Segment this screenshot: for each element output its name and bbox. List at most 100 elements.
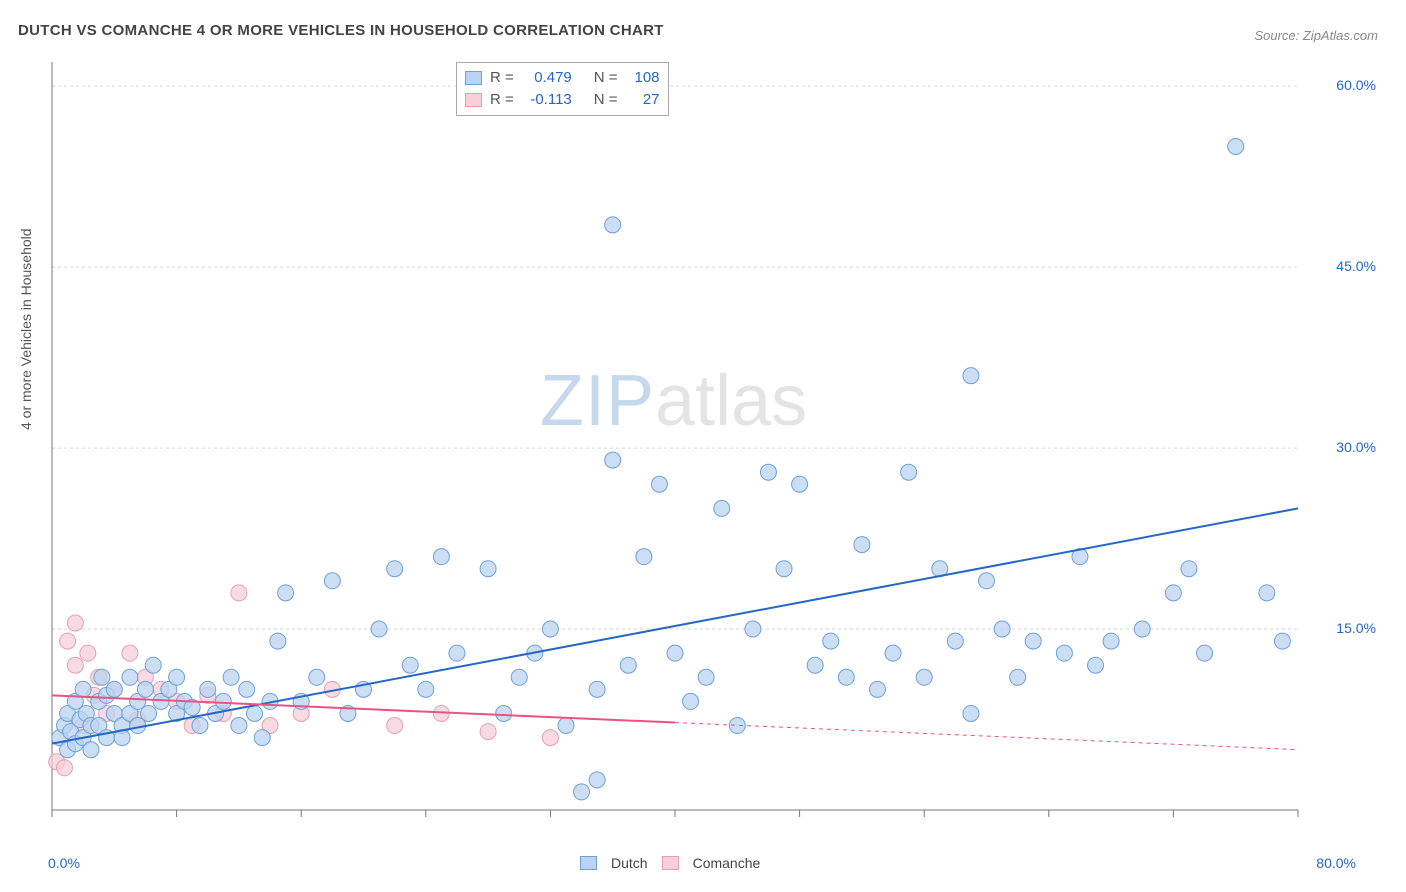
data-point-dutch	[963, 705, 979, 721]
data-point-comanche	[122, 645, 138, 661]
chart-title: DUTCH VS COMANCHE 4 OR MORE VEHICLES IN …	[18, 22, 664, 39]
data-point-dutch	[620, 657, 636, 673]
data-point-dutch	[838, 669, 854, 685]
data-point-dutch	[215, 693, 231, 709]
data-point-dutch	[745, 621, 761, 637]
source-attribution: Source: ZipAtlas.com	[1254, 28, 1378, 43]
data-point-dutch	[141, 705, 157, 721]
data-point-dutch	[854, 537, 870, 553]
data-point-dutch	[1088, 657, 1104, 673]
data-point-dutch	[200, 681, 216, 697]
data-point-dutch	[106, 681, 122, 697]
stats-n-label: N =	[594, 67, 618, 89]
x-axis-min-label: 0.0%	[48, 855, 80, 871]
stats-r-value-comanche: -0.113	[522, 89, 572, 111]
data-point-dutch	[963, 368, 979, 384]
data-point-dutch	[94, 669, 110, 685]
x-axis-max-label: 80.0%	[1316, 855, 1356, 871]
data-point-comanche	[56, 760, 72, 776]
data-point-dutch	[1103, 633, 1119, 649]
data-point-dutch	[278, 585, 294, 601]
data-point-dutch	[823, 633, 839, 649]
data-point-dutch	[1010, 669, 1026, 685]
stats-r-label: R =	[490, 89, 514, 111]
data-point-dutch	[254, 730, 270, 746]
data-point-dutch	[449, 645, 465, 661]
legend-swatch-comanche	[662, 856, 679, 870]
data-point-dutch	[169, 669, 185, 685]
data-point-dutch	[869, 681, 885, 697]
data-point-dutch	[605, 217, 621, 233]
data-point-dutch	[1197, 645, 1213, 661]
stats-row-dutch: R = 0.479 N = 108	[465, 67, 660, 89]
stats-swatch-comanche	[465, 93, 482, 107]
data-point-dutch	[1181, 561, 1197, 577]
data-point-dutch	[239, 681, 255, 697]
data-point-dutch	[714, 500, 730, 516]
data-point-dutch	[574, 784, 590, 800]
data-point-dutch	[137, 681, 153, 697]
data-point-dutch	[1259, 585, 1275, 601]
data-point-dutch	[605, 452, 621, 468]
data-point-dutch	[83, 742, 99, 758]
data-point-dutch	[792, 476, 808, 492]
data-point-dutch	[542, 621, 558, 637]
y-axis-tick-label: 45.0%	[1336, 258, 1376, 274]
data-point-comanche	[67, 615, 83, 631]
y-axis-tick-label: 60.0%	[1336, 77, 1376, 93]
data-point-dutch	[994, 621, 1010, 637]
data-point-dutch	[558, 718, 574, 734]
data-point-dutch	[231, 718, 247, 734]
y-axis-tick-label: 30.0%	[1336, 439, 1376, 455]
trend-line-comanche-extrapolated	[675, 723, 1298, 750]
legend-swatch-dutch	[580, 856, 597, 870]
data-point-dutch	[324, 573, 340, 589]
data-point-dutch	[246, 705, 262, 721]
data-point-dutch	[807, 657, 823, 673]
data-point-dutch	[885, 645, 901, 661]
y-axis-tick-label: 15.0%	[1336, 620, 1376, 636]
data-point-dutch	[75, 681, 91, 697]
data-point-comanche	[67, 657, 83, 673]
trend-line-dutch	[52, 508, 1298, 743]
data-point-dutch	[511, 669, 527, 685]
data-point-dutch	[776, 561, 792, 577]
data-point-dutch	[589, 772, 605, 788]
data-point-dutch	[418, 681, 434, 697]
chart-container: DUTCH VS COMANCHE 4 OR MORE VEHICLES IN …	[0, 0, 1406, 892]
data-point-dutch	[683, 693, 699, 709]
data-point-comanche	[60, 633, 76, 649]
data-point-dutch	[901, 464, 917, 480]
correlation-stats-box: R = 0.479 N = 108 R = -0.113 N = 27	[456, 62, 669, 116]
stats-n-label: N =	[594, 89, 618, 111]
source-name: ZipAtlas.com	[1303, 28, 1378, 43]
data-point-dutch	[387, 561, 403, 577]
stats-r-value-dutch: 0.479	[522, 67, 572, 89]
data-point-dutch	[947, 633, 963, 649]
data-point-dutch	[223, 669, 239, 685]
data-point-dutch	[589, 681, 605, 697]
data-point-dutch	[496, 705, 512, 721]
data-point-dutch	[122, 669, 138, 685]
scatter-plot	[48, 50, 1358, 830]
data-point-dutch	[636, 549, 652, 565]
data-point-dutch	[760, 464, 776, 480]
data-point-comanche	[80, 645, 96, 661]
stats-n-value-comanche: 27	[626, 89, 660, 111]
data-point-dutch	[402, 657, 418, 673]
data-point-dutch	[1134, 621, 1150, 637]
data-point-comanche	[231, 585, 247, 601]
data-point-comanche	[387, 718, 403, 734]
data-point-dutch	[270, 633, 286, 649]
data-point-dutch	[192, 718, 208, 734]
data-point-comanche	[480, 724, 496, 740]
legend-label-comanche: Comanche	[693, 855, 761, 871]
data-point-dutch	[1165, 585, 1181, 601]
data-point-dutch	[1228, 138, 1244, 154]
stats-row-comanche: R = -0.113 N = 27	[465, 89, 660, 111]
data-point-dutch	[667, 645, 683, 661]
y-axis-label: 4 or more Vehicles in Household	[18, 228, 34, 430]
stats-n-value-dutch: 108	[626, 67, 660, 89]
data-point-dutch	[1025, 633, 1041, 649]
data-point-comanche	[542, 730, 558, 746]
